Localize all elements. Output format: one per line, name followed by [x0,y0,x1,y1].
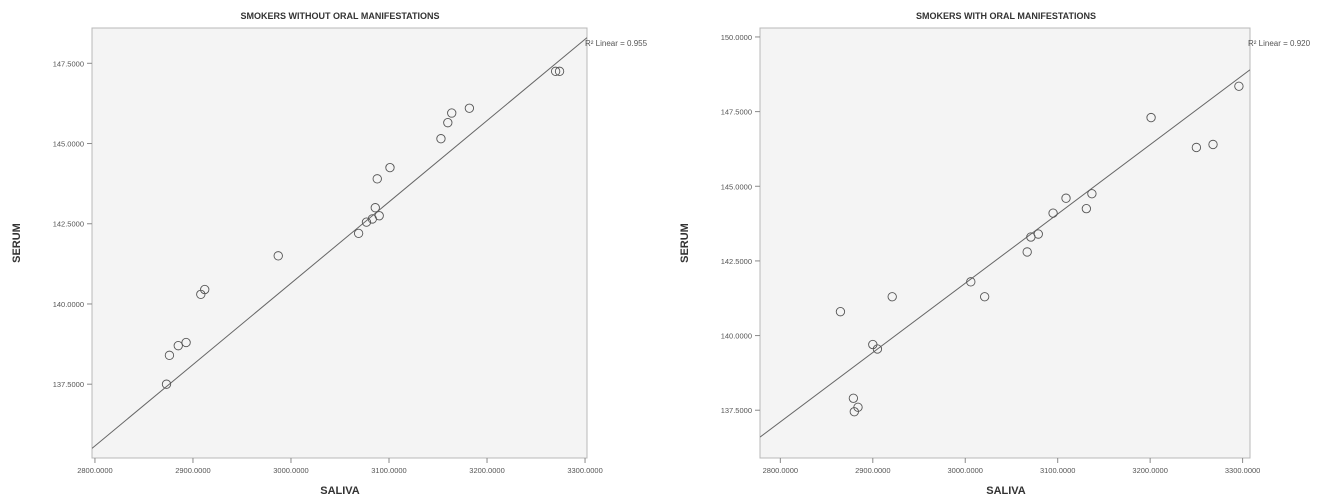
fit-line [92,37,587,449]
r-squared-label: R² Linear = 0.920 [1248,39,1311,48]
y-tick-label: 137.5000 [721,406,752,415]
data-point [835,307,846,317]
data-point [1146,112,1156,123]
chart-1: SMOKERS WITHOUT ORAL MANIFESTATIONS 137.5… [11,11,648,497]
data-point [374,211,384,221]
x-axis-title: SALIVA [986,485,1026,497]
y-tick-label: 145.0000 [721,182,752,191]
x-tick-label: 2800.0000 [77,466,112,475]
data-point [1081,204,1092,214]
data-point [1234,81,1244,91]
data-point [161,379,172,389]
data-point [966,277,976,287]
chart-title: SMOKERS WITH ORAL MANIFESTATIONS [916,11,1096,21]
chart-2: SMOKERS WITH ORAL MANIFESTATIONS 137.5000… [679,11,1311,497]
data-point [853,402,863,412]
x-tick-label: 3100.0000 [1040,466,1075,475]
y-tick-label: 147.5000 [53,59,84,68]
x-tick-label: 3300.0000 [567,466,602,475]
data-point [173,341,183,351]
y-tick-label: 140.0000 [721,332,752,341]
fit-line [760,69,1250,438]
x-axis-title: SALIVA [320,485,360,497]
y-tick-label: 137.5000 [53,380,84,389]
data-point [872,344,883,354]
data-point [447,108,457,118]
x-tick-label: 3000.0000 [273,466,308,475]
data-point [273,251,283,261]
x-tick-label: 3000.0000 [948,466,983,475]
data-point [436,134,446,144]
y-tick-label: 147.5000 [721,108,752,117]
data-point [554,66,565,76]
data-point [370,203,380,213]
data-point [443,118,453,128]
x-tick-label: 2900.0000 [175,466,210,475]
x-tick-label: 3100.0000 [371,466,406,475]
data-point [887,292,897,302]
y-tick-label: 140.0000 [53,300,84,309]
x-tick-label: 3300.0000 [1225,466,1260,475]
chart-title: SMOKERS WITHOUT ORAL MANIFESTATIONS [241,11,440,21]
y-tick-label: 142.5000 [721,257,752,266]
data-point [1087,189,1097,199]
data-point [1208,139,1218,150]
plot-area [759,27,1251,459]
x-tick-label: 3200.0000 [469,466,504,475]
data-point [164,350,175,360]
y-axis-title: SERUM [679,223,691,263]
x-tick-label: 2800.0000 [763,466,798,475]
data-point [181,337,191,348]
y-axis-title: SERUM [11,223,23,263]
data-point [1048,208,1058,218]
x-tick-label: 3200.0000 [1132,466,1167,475]
y-tick-label: 142.5000 [53,220,84,229]
data-point [1191,142,1202,153]
data-point [385,162,395,173]
x-tick-label: 2900.0000 [855,466,890,475]
data-point [848,393,859,403]
data-point [1061,193,1071,203]
r-squared-label: R² Linear = 0.955 [585,39,648,48]
y-tick-label: 145.0000 [53,140,84,149]
data-point [372,174,382,184]
y-tick-label: 150.0000 [721,33,752,42]
data-point [353,228,364,239]
data-point [464,103,475,113]
data-point [1022,247,1032,257]
data-point [1033,229,1043,239]
data-point [361,217,372,227]
data-point [980,292,990,302]
data-point [550,66,561,76]
data-point [200,284,210,295]
